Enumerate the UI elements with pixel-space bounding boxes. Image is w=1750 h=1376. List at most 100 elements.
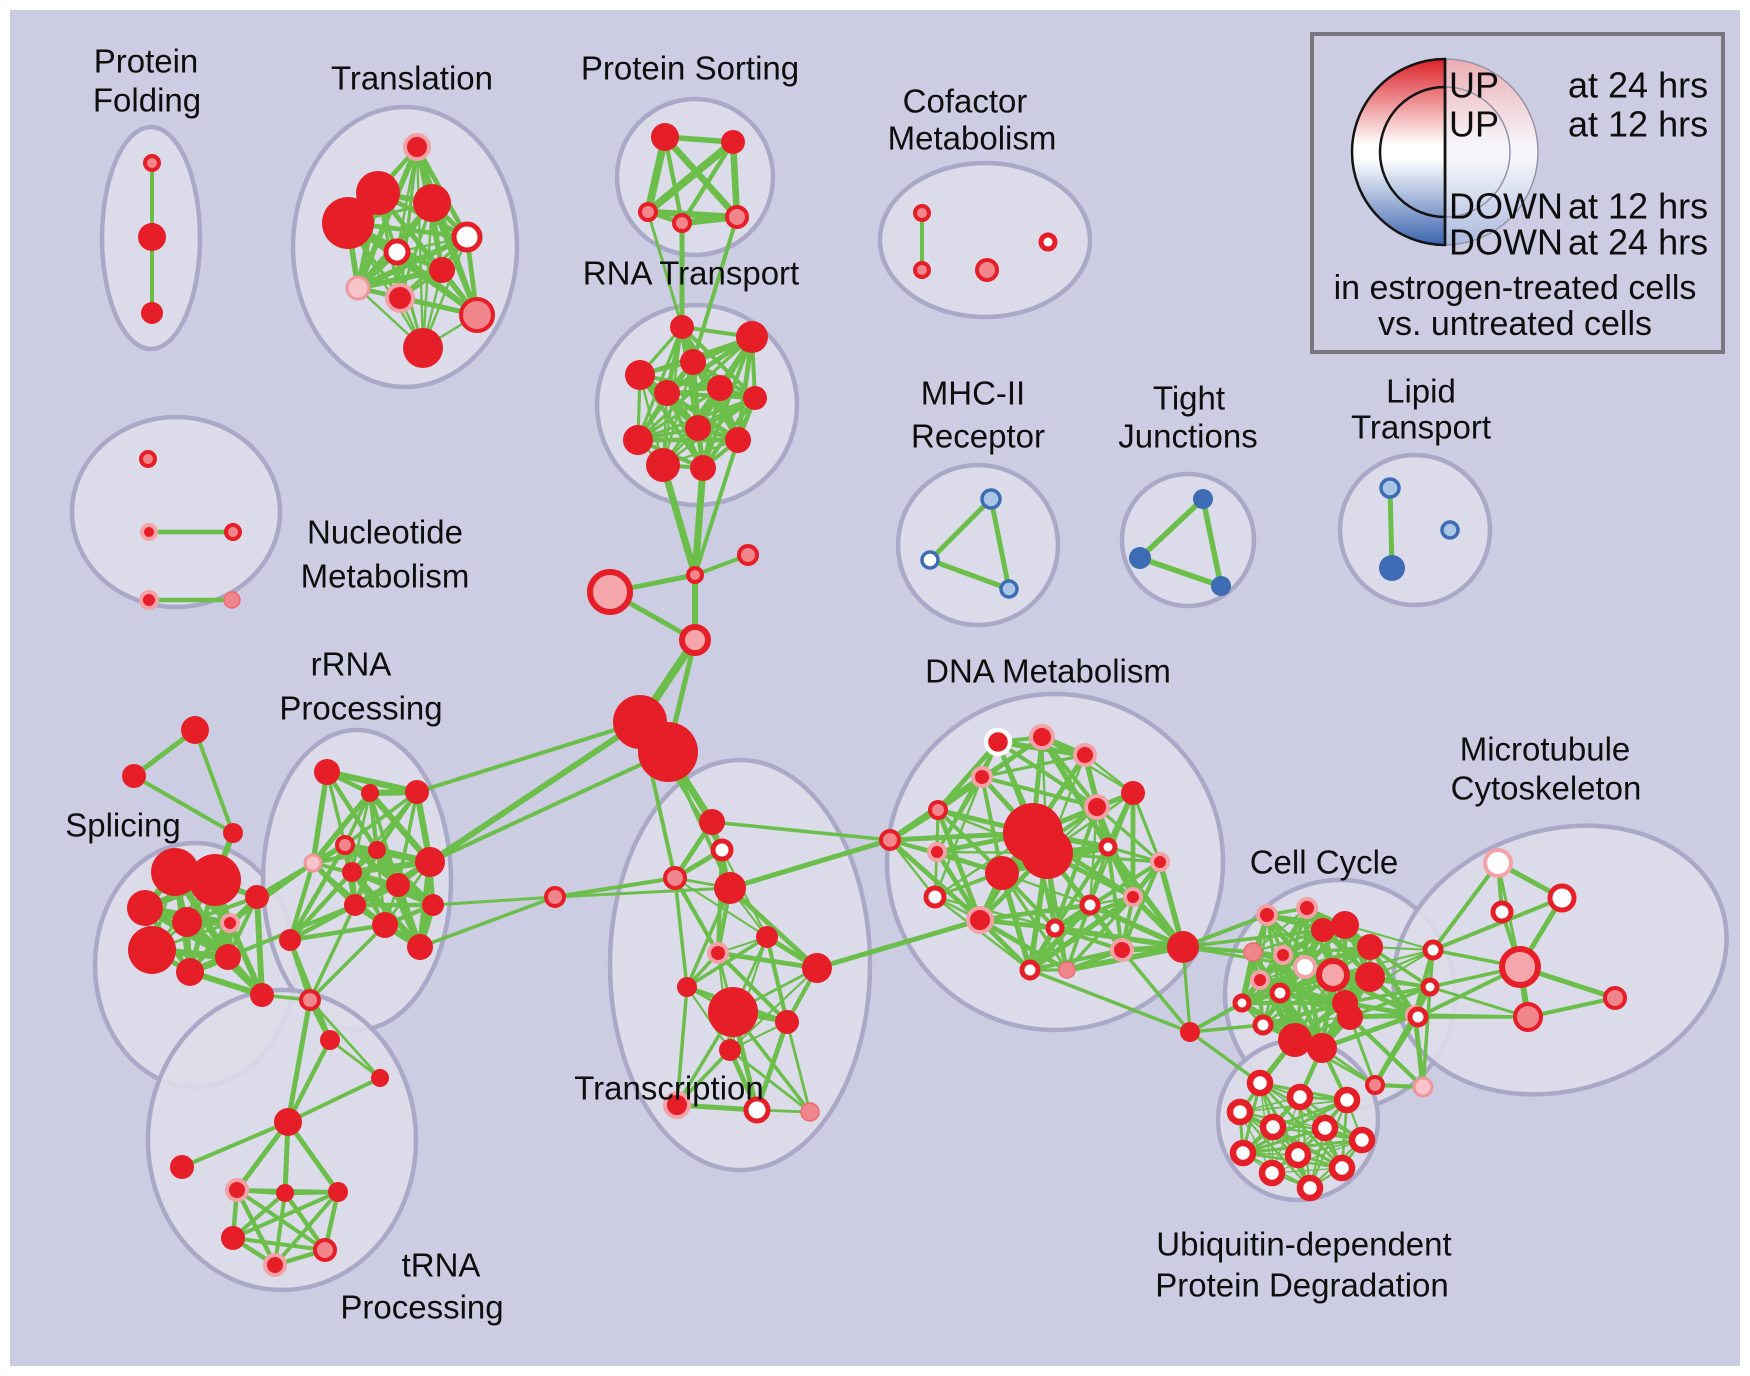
node-cell-8 [1316,958,1350,992]
node-cell-9 [1355,962,1385,992]
edge-cell [1260,1000,1348,1028]
node-cell-3 [1331,911,1359,939]
edge-rna_transport [680,325,757,400]
node-trna-7 [263,1253,287,1277]
edge-cell [1331,948,1435,977]
node-dna-0 [983,727,1013,757]
edge-dna [933,895,1057,930]
node-ubiq-3 [1226,1098,1254,1126]
edge-cell [1281,945,1372,957]
node-trna-3 [276,1184,294,1202]
legend-time-label-3: at 24 hrs [1568,222,1708,263]
node-transcription-2 [663,866,687,890]
node-transcription-9 [775,1010,799,1034]
node-rrna-7 [415,847,445,877]
node-nucleotide-1 [140,523,158,541]
edge-trna [285,1119,341,1195]
node-splicing_out-1 [122,764,146,788]
cluster-label-protein_sorting: Protein Sorting [581,50,799,87]
node-dna-23 [1180,1022,1200,1042]
link-edge-rna_transport-backbone [659,461,699,579]
node-backbone-3 [679,624,711,656]
edge-rrna [328,1038,382,1080]
node-dna-5 [1121,781,1145,805]
node-rrna-14 [320,1030,340,1050]
edge-rna_transport [636,386,722,442]
node-rrna-8 [386,873,410,897]
cluster-label-ubiq-0: Ubiquitin-dependent [1156,1226,1451,1263]
node-transcription-12 [743,1096,771,1124]
edge-translation [429,200,480,318]
edge-rrna [287,842,348,943]
node-dna-8 [927,842,947,862]
node-transcription-8 [708,987,758,1037]
edge-trna [231,1190,340,1240]
link-edge-protein_sorting-rna_transport [646,210,684,329]
node-dna-10 [1021,827,1073,879]
link-edge-backbone-rrna [428,750,670,864]
node-tight-2 [1211,576,1231,596]
node-protein_sorting-3 [672,213,692,233]
node-rna_transport-0 [670,315,694,339]
node-nucleotide-4 [223,591,241,609]
node-micro-1 [1547,883,1577,913]
node-ubiq-11 [1296,1174,1324,1202]
node-rrna-0 [314,759,340,785]
node-tight-0 [1193,489,1213,509]
edge-transcription [715,847,725,956]
node-rna_transport-1 [736,321,768,353]
node-protein_sorting-2 [638,202,658,222]
edge-rrna [287,902,358,943]
node-ubiq-9 [1328,1154,1356,1182]
node-dna-1 [1029,724,1055,750]
node-splicing-1 [189,854,241,906]
edge-trna [231,1236,327,1252]
node-protein_folding-1 [138,223,166,251]
node-dna-3 [971,766,993,788]
legend-direction-label-0: UP [1449,65,1499,106]
node-ubiq-7 [1229,1139,1257,1167]
node-dna-18 [1058,961,1076,979]
node-splicing-0 [151,848,199,896]
node-rrna-11 [422,894,444,916]
link-edge-dna-cell [1188,1023,1265,1034]
node-dna-11 [985,856,1019,890]
node-cofactor-1 [913,261,931,279]
node-cell-11 [1269,982,1291,1004]
node-dna-22 [1167,931,1199,963]
node-transcription-10 [719,1039,741,1061]
node-cell-19 [1412,1076,1434,1098]
node-trna-6 [313,1238,337,1262]
node-dna-4 [928,800,948,820]
node-dna-7 [879,829,901,851]
node-rna_transport-3 [625,360,655,390]
cluster-label-mhc-0: MHC-II [921,375,1025,412]
nodes [122,123,1627,1277]
node-protein_folding-0 [143,154,161,172]
node-lipid-2 [1440,520,1460,540]
edge-trna [234,1119,291,1193]
cluster-label-micro-0: Microtubule [1460,731,1631,768]
edge-transcription [673,876,689,989]
cluster-label-micro-1: Cytoskeleton [1451,770,1642,807]
legend-time-label-1: at 12 hrs [1568,104,1708,145]
node-ubiq-10 [1258,1159,1286,1187]
node-lipid-1 [1379,555,1405,581]
link-edge-cell-micro [1428,985,1530,1019]
cluster-label-transcription: Transcription [574,1070,764,1107]
link-edge-trna-rrna [285,997,313,1125]
cluster-label-lipid-1: Transport [1351,409,1491,446]
node-backbone-2 [587,569,633,615]
edge-dna [933,775,984,899]
edge-cell [1343,923,1435,952]
node-translation-4 [451,221,483,253]
edge-transcription [685,935,769,989]
edge-rrna [287,922,388,943]
node-tight-1 [1129,547,1151,569]
node-trna-0 [274,1108,302,1136]
edge-transcription [685,886,732,989]
edge-dna [1052,925,1186,950]
edge-transcription [728,966,819,1052]
node-rna_transport-4 [654,380,680,406]
legend-glyph-inner-strong [1378,85,1447,219]
